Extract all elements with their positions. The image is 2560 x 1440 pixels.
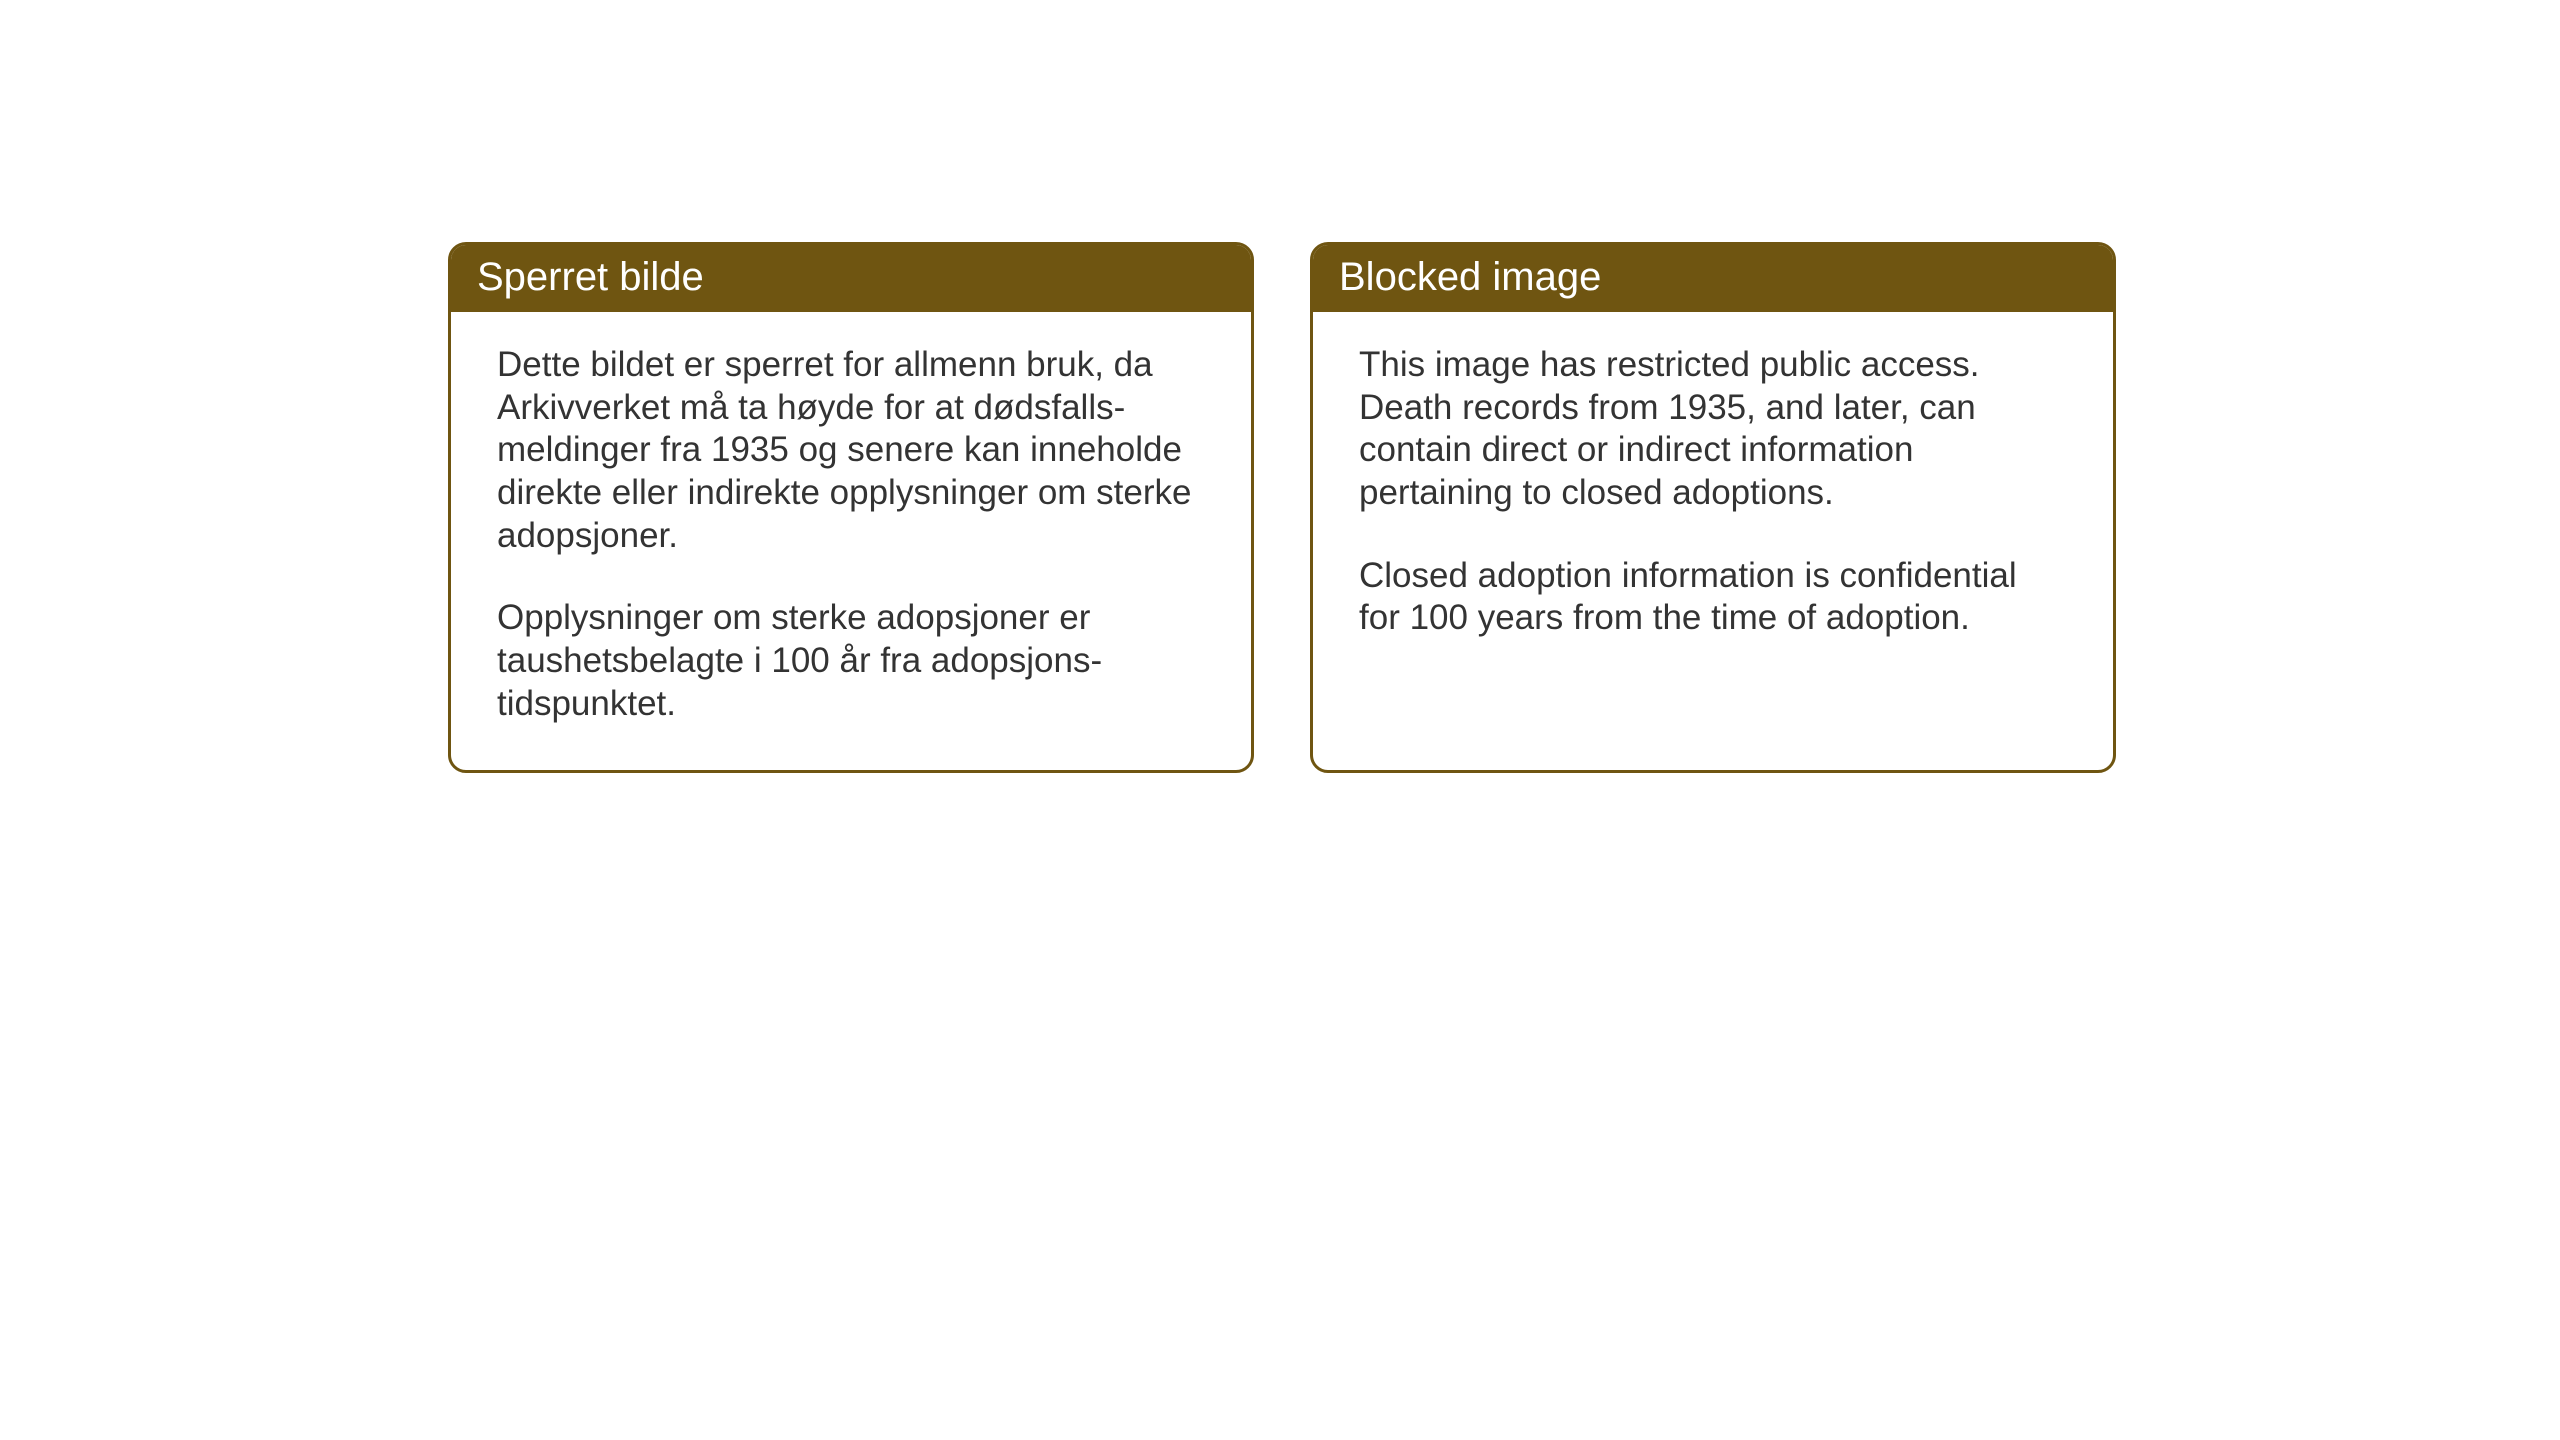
- card-body-english: This image has restricted public access.…: [1313, 312, 2113, 684]
- card-body-norwegian: Dette bildet er sperret for allmenn bruk…: [451, 312, 1251, 770]
- card-paragraph2-norwegian: Opplysninger om sterke adopsjoner er tau…: [497, 597, 1205, 725]
- card-paragraph1-english: This image has restricted public access.…: [1359, 344, 2067, 515]
- card-paragraph1-norwegian: Dette bildet er sperret for allmenn bruk…: [497, 344, 1205, 557]
- notice-card-norwegian: Sperret bilde Dette bildet er sperret fo…: [448, 242, 1254, 773]
- card-header-norwegian: Sperret bilde: [451, 245, 1251, 312]
- card-title-norwegian: Sperret bilde: [477, 255, 704, 299]
- notice-card-english: Blocked image This image has restricted …: [1310, 242, 2116, 773]
- card-paragraph2-english: Closed adoption information is confident…: [1359, 555, 2067, 640]
- card-header-english: Blocked image: [1313, 245, 2113, 312]
- card-title-english: Blocked image: [1339, 255, 1601, 299]
- notice-cards-container: Sperret bilde Dette bildet er sperret fo…: [448, 242, 2116, 773]
